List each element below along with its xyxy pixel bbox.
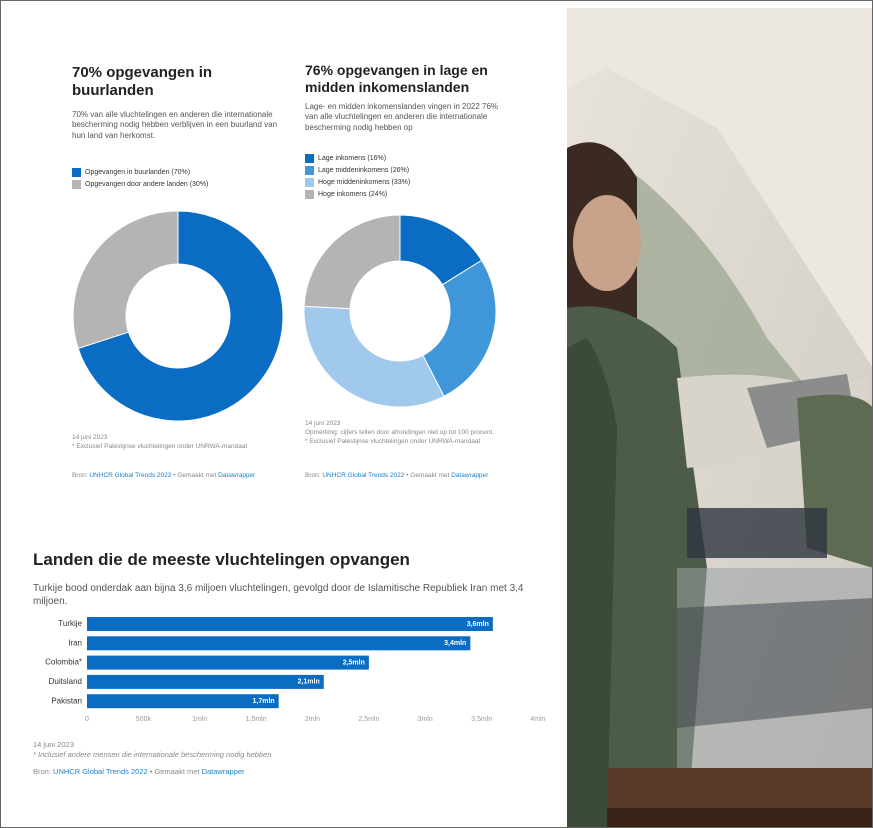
y-tick-label: Turkije xyxy=(58,619,82,628)
x-tick-label: 1,5mln xyxy=(246,716,267,723)
bar xyxy=(87,617,493,631)
donut-slice xyxy=(422,259,497,398)
chart-notes: 14 juni 2023 * Exclusief Palestijnse vluc… xyxy=(72,434,272,452)
x-tick-label: 2,5mln xyxy=(358,716,379,723)
source-made: • Gemaakt met xyxy=(173,472,217,479)
x-tick-label: 2mln xyxy=(305,716,320,723)
legend-swatch xyxy=(305,165,314,175)
source-made: • Gemaakt met xyxy=(149,767,200,776)
legend-label: Lage inkomens (16%) xyxy=(318,154,387,162)
chart-subtitle: 70% van alle vluchtelingen en anderen di… xyxy=(72,110,278,140)
value-label: 3,6mln xyxy=(467,621,489,628)
value-label: 1,7mln xyxy=(252,698,274,705)
source: Bron: UNHCR Global Trends 2022 • Gemaakt… xyxy=(305,472,495,479)
legend-label: Lage middeninkomens (26%) xyxy=(318,166,410,174)
value-label: 3,4mln xyxy=(444,640,466,647)
legend-entry: Hoge inkomens (24%) xyxy=(305,188,410,200)
source-label: Bron: xyxy=(72,472,88,479)
source-label: Bron: xyxy=(305,472,321,479)
donut-slice xyxy=(303,214,401,310)
x-tick-label: 3mln xyxy=(418,716,433,723)
legend-swatch xyxy=(72,167,81,177)
legend-swatch xyxy=(72,179,81,189)
legend-entry: Hoge middeninkomens (33%) xyxy=(305,176,410,188)
value-label: 2,1mln xyxy=(298,679,320,686)
source-tool[interactable]: Datawrapper xyxy=(201,767,245,776)
source-tool[interactable]: Datawrapper xyxy=(451,472,489,479)
charts: 0 500k 1mln 1,5mln 2mln 2,5mln 3mln 3,5mln 4mln T… xyxy=(45,210,546,723)
legend-swatch xyxy=(305,153,314,163)
y-tick-label: Duitsland xyxy=(49,677,82,686)
bar xyxy=(87,674,324,689)
x-tick-label: 4mln xyxy=(530,716,545,723)
note: * Exclusief Palestijnse vluchtelingen on… xyxy=(305,437,481,445)
chart-title: 70% opgevangen in buurlanden xyxy=(72,64,213,99)
note: * Exclusief Palestijnse vluchtelingen on… xyxy=(72,442,248,450)
legend-swatch xyxy=(305,189,314,199)
source-link[interactable]: UNHCR Global Trends 2022 xyxy=(322,472,405,479)
bar xyxy=(87,655,369,670)
note: 14 juni 2023 xyxy=(33,740,74,749)
donut-slice xyxy=(77,210,284,422)
source: Bron: UNHCR Global Trends 2022 • Gemaakt… xyxy=(33,767,533,776)
x-tick-label: 3,5mln xyxy=(471,716,492,723)
x-tick-label: 500k xyxy=(136,716,152,723)
note: Opmerking: cijfers tellen door afronding… xyxy=(305,428,494,436)
legend-label: Opgevangen in buurlanden (70%) xyxy=(85,168,191,176)
legend-entry: Opgevangen in buurlanden (70%) xyxy=(72,166,208,178)
photo xyxy=(567,8,873,828)
chart-notes: 14 juni 2023 * Inclusief andere mensen di… xyxy=(33,740,533,760)
source-label: Bron: xyxy=(33,767,51,776)
bar xyxy=(87,636,471,651)
y-tick-label: Iran xyxy=(68,638,82,647)
chart-title: Landen die de meeste vluchtelingen opvan… xyxy=(33,550,410,569)
note: * Inclusief andere mensen die internatio… xyxy=(33,750,272,760)
source-link[interactable]: UNHCR Global Trends 2022 xyxy=(89,472,172,479)
source: Bron: UNHCR Global Trends 2022 • Gemaakt… xyxy=(72,472,282,479)
note: 14 juni 2023 xyxy=(72,434,108,441)
legend-label: Hoge inkomens (24%) xyxy=(318,190,388,198)
chart-notes: 14 juni 2023 Opmerking: cijfers tellen do… xyxy=(305,420,495,446)
bar xyxy=(87,694,279,709)
chart-subtitle: Turkije bood onderdak aan bijna 3,6 milj… xyxy=(33,583,524,607)
source-tool[interactable]: Datawrapper xyxy=(218,472,256,479)
note: 14 juni 2023 xyxy=(305,420,341,427)
y-tick-label: Pakistan xyxy=(51,696,82,705)
chart-subtitle: Lage- en midden inkomenslanden vingen in… xyxy=(305,102,499,132)
legend: Lage inkomens (16%) Lage middeninkomens (… xyxy=(305,152,410,200)
legend-entry: Lage inkomens (16%) xyxy=(305,152,410,164)
source-link[interactable]: UNHCR Global Trends 2022 xyxy=(53,767,148,776)
x-tick-label: 1mln xyxy=(192,716,207,723)
chart-title: 76% opgevangen in lage en midden inkomen… xyxy=(305,62,488,95)
legend-label: Hoge middeninkomens (33%) xyxy=(318,178,411,186)
donut-slice xyxy=(72,210,179,350)
legend: Opgevangen in buurlanden (70%) Opgevangen… xyxy=(72,166,208,190)
legend-entry: Opgevangen door andere landen (30%) xyxy=(72,178,208,190)
x-tick-label: 0 xyxy=(85,716,89,723)
source-made: • Gemaakt met xyxy=(406,472,450,479)
legend-label: Opgevangen door andere landen (30%) xyxy=(85,180,209,188)
legend-swatch xyxy=(305,177,314,187)
donut-slice xyxy=(303,305,445,408)
legend-entry: Lage middeninkomens (26%) xyxy=(305,164,410,176)
y-tick-label: Colombia* xyxy=(45,658,82,667)
value-label: 2,5mln xyxy=(343,659,365,666)
